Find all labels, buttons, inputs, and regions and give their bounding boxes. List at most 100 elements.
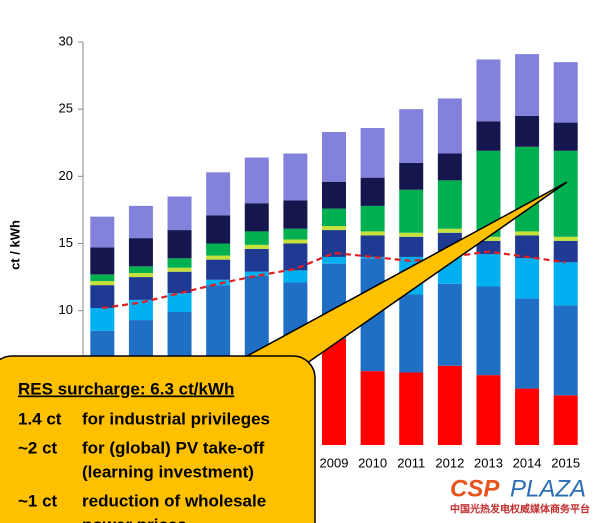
bar-segment	[515, 231, 540, 236]
bar-segment	[167, 258, 192, 268]
callout-text: (learning investment)	[82, 462, 254, 481]
bar-segment	[206, 285, 231, 357]
bar-segment	[515, 235, 540, 259]
callout-amount: ~2 ct	[18, 438, 58, 457]
bar-segment	[128, 299, 153, 321]
y-tick-label: 10	[59, 302, 73, 317]
bar-segment	[553, 240, 578, 263]
bar-segment	[206, 279, 231, 286]
bar-segment	[399, 372, 424, 445]
bar-segment	[360, 177, 385, 206]
bar-segment	[399, 162, 424, 190]
bar-segment	[322, 226, 346, 231]
bar-segment	[283, 153, 308, 201]
bar-segment	[360, 205, 385, 232]
bar-segment	[515, 298, 540, 389]
bar-segment	[244, 157, 269, 204]
callout-title: RES surcharge: 6.3 ct/kWh	[18, 379, 234, 398]
bar-segment	[206, 215, 231, 244]
bar-segment	[399, 236, 424, 257]
bar-segment	[244, 203, 269, 232]
bar-segment	[515, 146, 540, 232]
callout-patch	[226, 358, 298, 372]
bar-segment	[360, 231, 385, 236]
bar-segment	[128, 277, 153, 300]
bar-segment	[322, 338, 346, 445]
bar-segment	[283, 228, 308, 240]
y-tick-label: 30	[59, 33, 73, 48]
bar-segment	[322, 230, 346, 257]
bar-segment	[437, 180, 462, 229]
bar-segment	[476, 254, 501, 287]
bar-segment	[128, 205, 153, 239]
bar-segment	[322, 181, 346, 209]
x-tick-label: 2012	[435, 455, 464, 470]
x-tick-label: 2013	[474, 455, 503, 470]
bar-segment	[128, 273, 153, 278]
callout-amount: ~1 ct	[18, 491, 58, 510]
x-tick-label: 2009	[320, 455, 349, 470]
bar-segment	[167, 267, 192, 272]
bar-segment	[128, 238, 153, 267]
bar-segment	[90, 274, 115, 282]
bar-segment	[515, 388, 540, 445]
x-tick-label: 2011	[397, 455, 425, 470]
callout-amount: 1.4 ct	[18, 409, 62, 428]
bar-segment	[553, 122, 578, 151]
bar-segment	[167, 293, 192, 313]
x-tick-label: 2014	[513, 455, 542, 470]
bar-segment	[399, 189, 424, 233]
y-tick-label: 15	[59, 235, 73, 250]
bar-segment	[167, 271, 192, 294]
bar-segment	[244, 244, 269, 249]
y-tick-label: 20	[59, 168, 73, 183]
bar-segment	[167, 230, 192, 259]
bar-segment	[322, 256, 346, 264]
bar-segment	[553, 236, 578, 241]
bar-segment	[553, 150, 578, 237]
bar-segment	[244, 231, 269, 245]
bar-segment	[90, 307, 115, 331]
callout-text: power prices	[82, 515, 187, 523]
watermark-brand: CSP	[450, 475, 500, 502]
bar-segment	[360, 127, 385, 178]
bar-segment	[476, 59, 501, 122]
bar-segment	[90, 247, 115, 275]
bar-segment	[360, 371, 385, 445]
bar-segment	[437, 228, 462, 233]
bar-segment	[206, 172, 231, 216]
bar-segment	[553, 395, 578, 445]
callout-text: reduction of wholesale	[82, 491, 266, 510]
bar-segment	[283, 270, 308, 283]
bar-segment	[244, 271, 269, 276]
bar-segment	[553, 262, 578, 306]
bar-segment	[399, 109, 424, 163]
price-line	[102, 250, 566, 310]
bar-segment	[515, 115, 540, 147]
bar-segment	[206, 255, 231, 260]
bar-segment	[437, 98, 462, 154]
bar-segment	[206, 259, 231, 280]
bar-segment	[128, 266, 153, 274]
bar-segment	[437, 365, 462, 445]
bar-segment	[553, 62, 578, 123]
watermark-tagline: 中国光热发电权威媒体商务平台	[450, 503, 590, 516]
bar-segment	[90, 216, 115, 248]
bar-segment	[322, 132, 346, 182]
bar-segment	[515, 258, 540, 299]
callout-text: for industrial privileges	[82, 409, 270, 428]
bar-segment	[476, 236, 501, 241]
bar-segment	[283, 200, 308, 229]
bar-segment	[206, 243, 231, 256]
bar-segment	[90, 281, 115, 286]
bar-segment	[244, 248, 269, 272]
bar-segment	[244, 275, 269, 357]
y-tick-label: 25	[59, 101, 73, 116]
bar-segment	[399, 232, 424, 237]
callout-text: for (global) PV take-off	[82, 438, 265, 457]
bar-segment	[322, 208, 346, 227]
bar-segment	[553, 305, 578, 396]
bar-segment	[90, 285, 115, 308]
bar-segment	[476, 286, 501, 376]
